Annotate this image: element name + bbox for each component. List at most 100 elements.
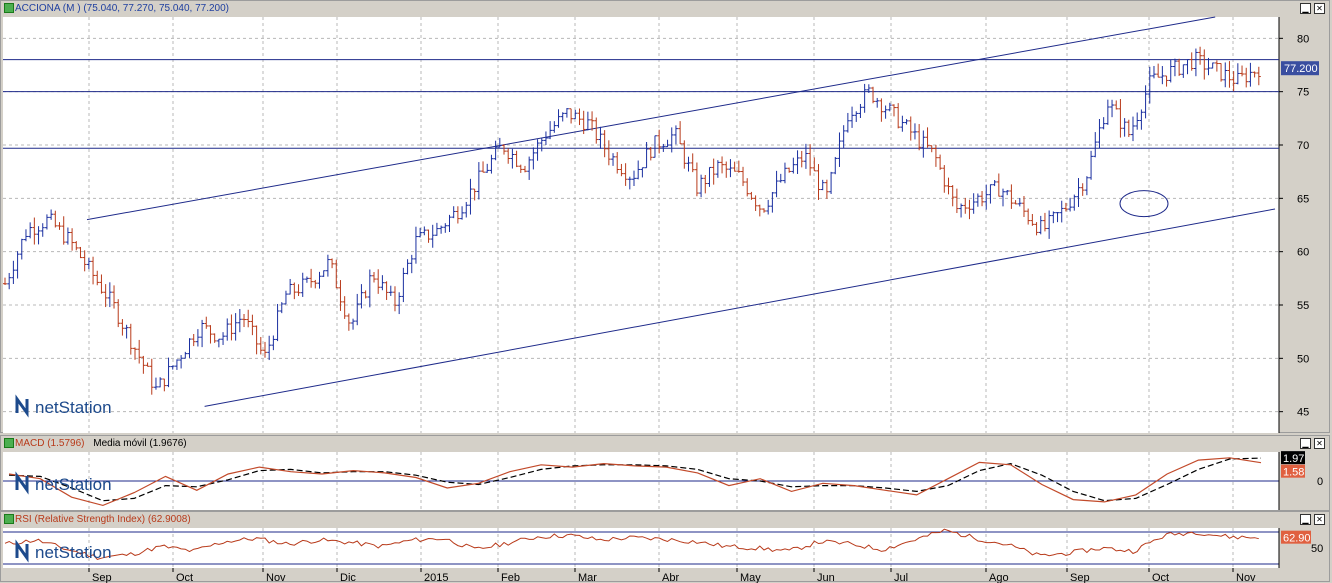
ohlc-bar [510,148,515,169]
ohlc-bar [1084,176,1089,196]
close-icon[interactable]: ✕ [1314,3,1325,14]
ohlc-bar [548,121,553,140]
ohlc-bar [678,121,683,145]
ohlc-bar [372,272,377,283]
ohlc-bar [1143,85,1148,119]
ohlc-bar [1198,46,1203,65]
ohlc-bar [1097,118,1102,149]
ohlc-bar [959,203,964,218]
netstation-logo-icon [15,394,29,418]
ohlc-bar [627,176,632,190]
ohlc-bar [1093,132,1098,158]
channel-lower-line [204,208,1276,407]
ohlc-bar [455,206,460,224]
ohlc-bar [736,160,741,173]
ohlc-bar [225,318,230,341]
ohlc-bar [900,115,905,132]
ohlc-bar [15,251,20,279]
minimize-icon[interactable]: ▁ [1300,514,1311,525]
ohlc-bar [95,270,100,286]
ohlc-bar [464,201,469,218]
ohlc-bar [208,325,213,344]
ohlc-bar [413,226,418,264]
ohlc-bar [938,154,943,170]
ohlc-bar [1135,112,1140,130]
ohlc-bar [103,284,108,308]
ohlc-bar [1160,66,1165,85]
price-chart[interactable]: 80 75 70 65 60 55 50 45 77.200 netStation [1,1,1331,434]
ohlc-bar [1181,64,1186,78]
rsi-pane-window-buttons: ▁ ✕ [1300,514,1325,525]
ohlc-bar [1034,222,1039,236]
ohlc-bar [703,174,708,194]
ohlc-bar [602,130,607,158]
ohlc-bar [1030,213,1035,226]
ohlc-bar [170,365,175,370]
ohlc-bar [65,227,70,245]
ohlc-bar [644,142,649,169]
ohlc-bar [711,158,716,185]
ohlc-bar [1252,71,1257,78]
ohlc-bar [766,199,771,215]
rsi-line [4,528,1259,560]
ohlc-bar [632,170,636,186]
rsi-badge-label: 62.90 [1283,533,1311,545]
ohlc-bar [434,222,439,236]
ohlc-bar [518,164,523,173]
ohlc-bar [313,279,318,289]
ohlc-bar [279,302,284,314]
ohlc-bar [745,178,750,197]
ohlc-bar [229,314,234,341]
ohlc-bar [1042,212,1047,232]
ohlc-bar [887,102,892,112]
ohlc-bar [460,206,465,220]
ohlc-bar [1055,212,1060,223]
minimize-icon[interactable]: ▁ [1300,438,1311,449]
ohlc-bar [791,157,796,174]
ohlc-bar [1168,59,1173,83]
ohlc-bar [485,163,490,173]
ohlc-bar [720,156,725,174]
ohlc-bar [1110,99,1115,118]
ohlc-bar [262,341,267,358]
ohlc-bar [569,108,574,124]
ohlc-bar [577,108,582,126]
ohlc-bar [757,204,762,217]
ohlc-bar [49,209,54,220]
ohlc-bar [1072,194,1077,211]
macd-chart[interactable]: 0 1.97 1.58 netStation [1,436,1331,512]
ohlc-bar [590,111,595,131]
ohlc-bar [53,210,58,228]
ohlc-bar [304,276,309,283]
ohlc-bar [967,199,972,220]
ohlc-bar [954,188,959,214]
close-icon[interactable]: ✕ [1314,514,1325,525]
ohlc-bar [481,161,486,173]
ohlc-bar [1156,63,1161,78]
netstation-logo-icon [15,539,29,563]
price-pane-header: ACCIONA (M ) (75.040, 77.270, 75.040, 77… [1,1,1329,17]
ohlc-bar [28,222,33,239]
ohlc-bar [908,116,913,141]
price-tick-label: 55 [1297,300,1309,312]
ohlc-bar [648,147,653,161]
ohlc-bar [640,167,645,178]
x-axis-month-label: May [740,572,761,583]
ohlc-bar [891,104,896,117]
ohlc-bar [476,162,481,200]
ohlc-bar [896,103,901,129]
ohlc-bar [124,324,129,339]
ohlc-bar [174,359,179,370]
x-axis-month-label: Dic [340,572,356,583]
minimize-icon[interactable]: ▁ [1300,3,1311,14]
ohlc-bar [292,282,297,300]
netstation-logo: netStation [15,471,112,495]
ohlc-bar [397,292,402,315]
ohlc-bar [1021,196,1026,217]
close-icon[interactable]: ✕ [1314,438,1325,449]
ohlc-bar [1118,98,1123,138]
rsi-label: RSI (Relative Strength Index) (62.9008) [15,514,191,525]
ohlc-bar [1206,57,1211,76]
ohlc-bar [128,323,133,355]
